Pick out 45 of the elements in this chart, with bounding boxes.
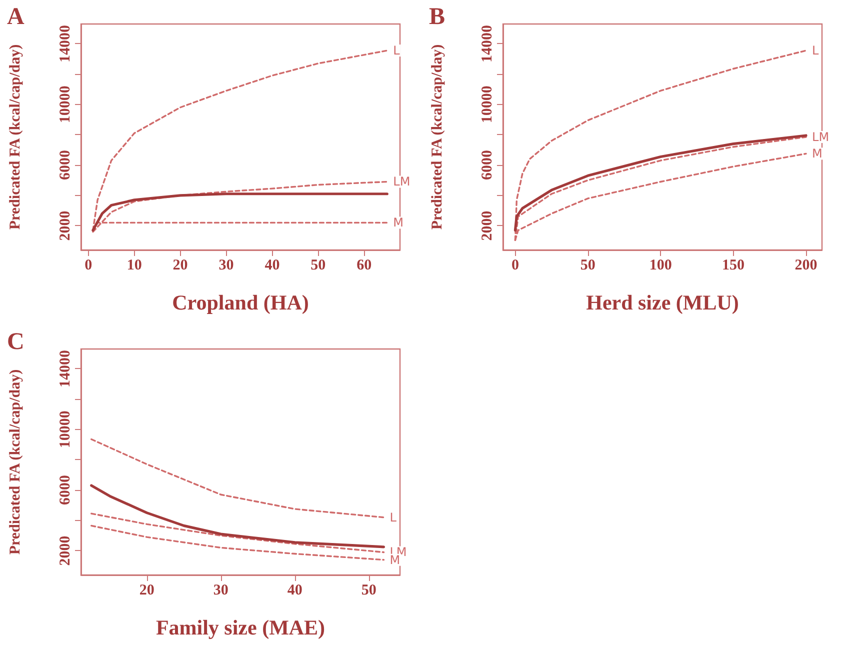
y-tick-label: 2000 (58, 210, 74, 241)
series-label: M (393, 216, 404, 230)
chart-title: C (7, 329, 24, 355)
x-tick-label: 20 (172, 258, 188, 274)
series-label: M (812, 146, 822, 161)
y-tick-label: 2000 (58, 536, 74, 566)
y-tick-label: 14000 (480, 24, 496, 62)
x-axis-title: Herd size (MLU) (586, 290, 739, 314)
y-tick-label: 10000 (58, 86, 74, 124)
x-axis-title: Family size (MAE) (156, 616, 326, 640)
x-tick-label: 0 (84, 258, 92, 274)
x-tick-label: 60 (356, 258, 372, 274)
x-tick-label: 30 (218, 258, 234, 274)
series-label: LM (393, 174, 410, 189)
x-tick-label: 50 (580, 258, 596, 274)
x-axis-title: Cropland (HA) (172, 290, 309, 314)
x-tick-label: 40 (264, 258, 280, 274)
x-tick-label: 0 (511, 258, 519, 274)
x-tick-label: 40 (287, 582, 302, 598)
x-tick-label: 10 (126, 258, 142, 274)
y-axis-title: Predicated FA (kcal/cap/day) (8, 44, 24, 230)
y-tick-label: 14000 (58, 350, 74, 388)
series-label: L (812, 44, 820, 58)
x-tick-label: 20 (139, 582, 154, 598)
x-tick-label: 150 (722, 258, 745, 274)
y-tick-label: 10000 (480, 86, 496, 124)
chart-title: A (7, 4, 25, 30)
x-tick-label: 50 (310, 258, 326, 274)
y-tick-label: 6000 (58, 475, 74, 506)
y-axis-title: Predicated FA (kcal/cap/day) (430, 44, 446, 230)
y-tick-label: 10000 (58, 410, 74, 448)
y-tick-label: 6000 (58, 150, 74, 180)
y-tick-label: 14000 (58, 24, 74, 62)
y-tick-label: 6000 (480, 150, 496, 180)
chart-title: B (429, 4, 446, 30)
series-label: LM (812, 130, 830, 144)
series-label: M (390, 552, 400, 567)
series-label: L (393, 44, 400, 58)
x-tick-label: 200 (794, 258, 818, 274)
y-tick-label: 2000 (480, 210, 496, 241)
x-tick-label: 100 (649, 258, 672, 274)
x-tick-label: 50 (361, 582, 376, 598)
x-tick-label: 30 (213, 582, 228, 598)
series-label: L (390, 510, 397, 524)
y-axis-title: Predicated FA (kcal/cap/day) (8, 369, 24, 555)
